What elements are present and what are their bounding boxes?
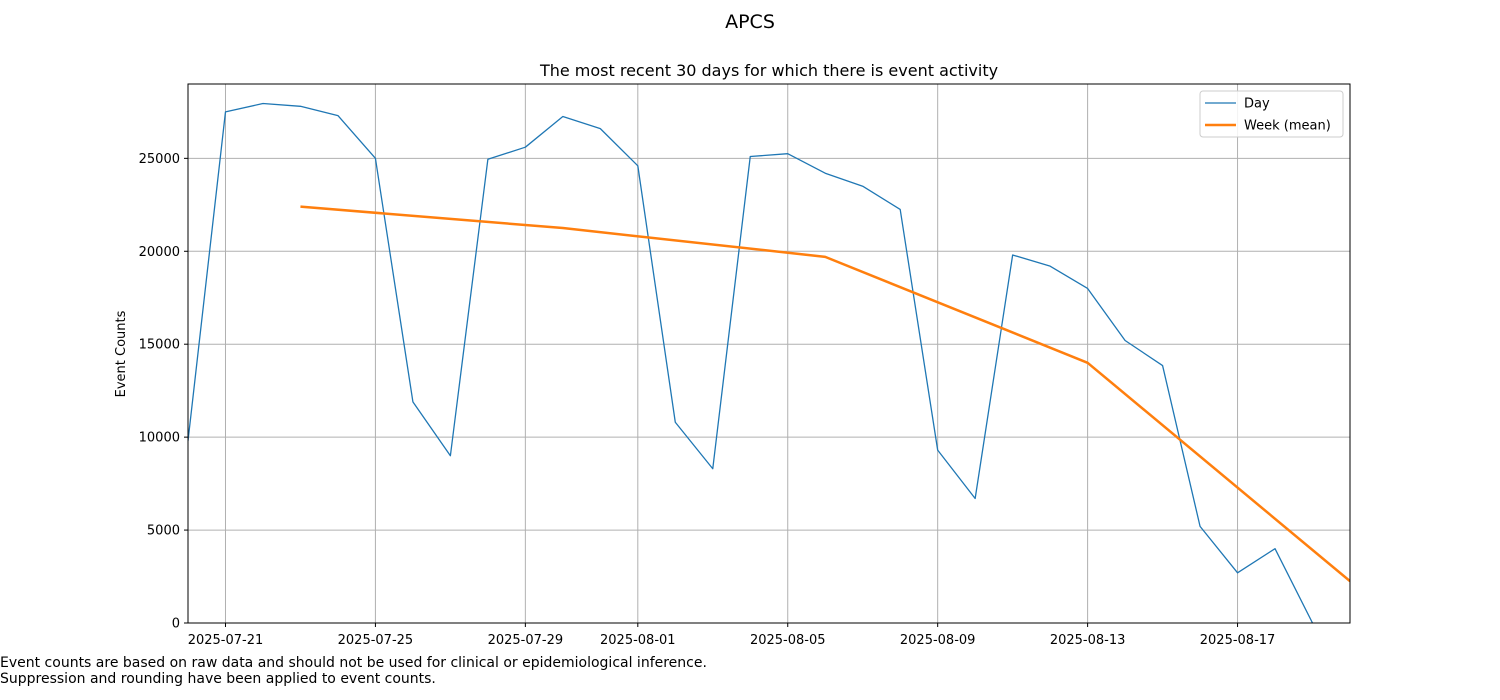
- y-axis-ticks: 0 5000 10000 15000 20000 25000: [139, 152, 188, 632]
- x-tick-label: 2025-07-29: [488, 633, 564, 648]
- chart-suptitle: APCS: [725, 11, 775, 33]
- x-tick-label: 2025-08-01: [600, 633, 676, 648]
- x-axis-ticks: 2025-07-21 2025-07-25 2025-07-29 2025-08-01…: [188, 623, 1276, 648]
- legend-label: Day: [1244, 97, 1270, 112]
- x-tick-label: 2025-08-13: [1050, 633, 1126, 648]
- y-tick-label: 15000: [139, 338, 180, 353]
- chart-title: The most recent 30 days for which there …: [539, 61, 998, 80]
- y-tick-label: 0: [172, 617, 180, 632]
- y-tick-label: 25000: [139, 152, 180, 167]
- legend-label: Week (mean): [1244, 119, 1331, 134]
- y-tick-label: 5000: [147, 524, 180, 539]
- x-tick-label: 2025-07-21: [188, 633, 264, 648]
- y-tick-label: 10000: [139, 431, 180, 446]
- series-line-day: [188, 102, 1314, 623]
- grid-lines: [188, 84, 1350, 624]
- x-tick-label: 2025-08-05: [750, 633, 826, 648]
- y-axis-label: Event Counts: [114, 310, 129, 397]
- series-line-week-mean: [300, 205, 1350, 583]
- footnote-suppression: Suppression and rounding have been appli…: [0, 671, 436, 687]
- plot-area-frame: [187, 83, 1351, 624]
- y-tick-label: 20000: [139, 245, 180, 260]
- x-tick-label: 2025-07-25: [338, 633, 414, 648]
- legend: Day Week (mean): [1199, 90, 1344, 138]
- x-tick-label: 2025-08-17: [1200, 633, 1276, 648]
- x-tick-label: 2025-08-09: [900, 633, 976, 648]
- footnote-disclaimer: Event counts are based on raw data and s…: [0, 655, 707, 671]
- series-layer: [188, 102, 1350, 623]
